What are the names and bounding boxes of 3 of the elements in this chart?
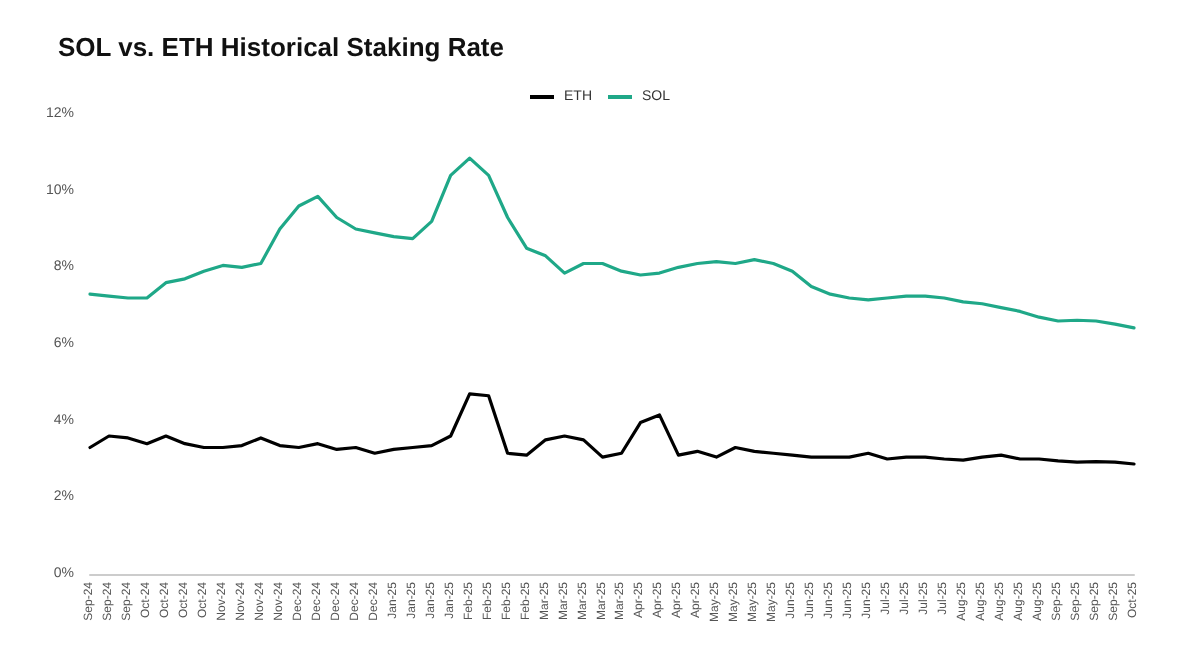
line-series (88, 156, 1136, 330)
chart-title: SOL vs. ETH Historical Staking Rate (58, 32, 504, 62)
line-series (88, 392, 1136, 466)
